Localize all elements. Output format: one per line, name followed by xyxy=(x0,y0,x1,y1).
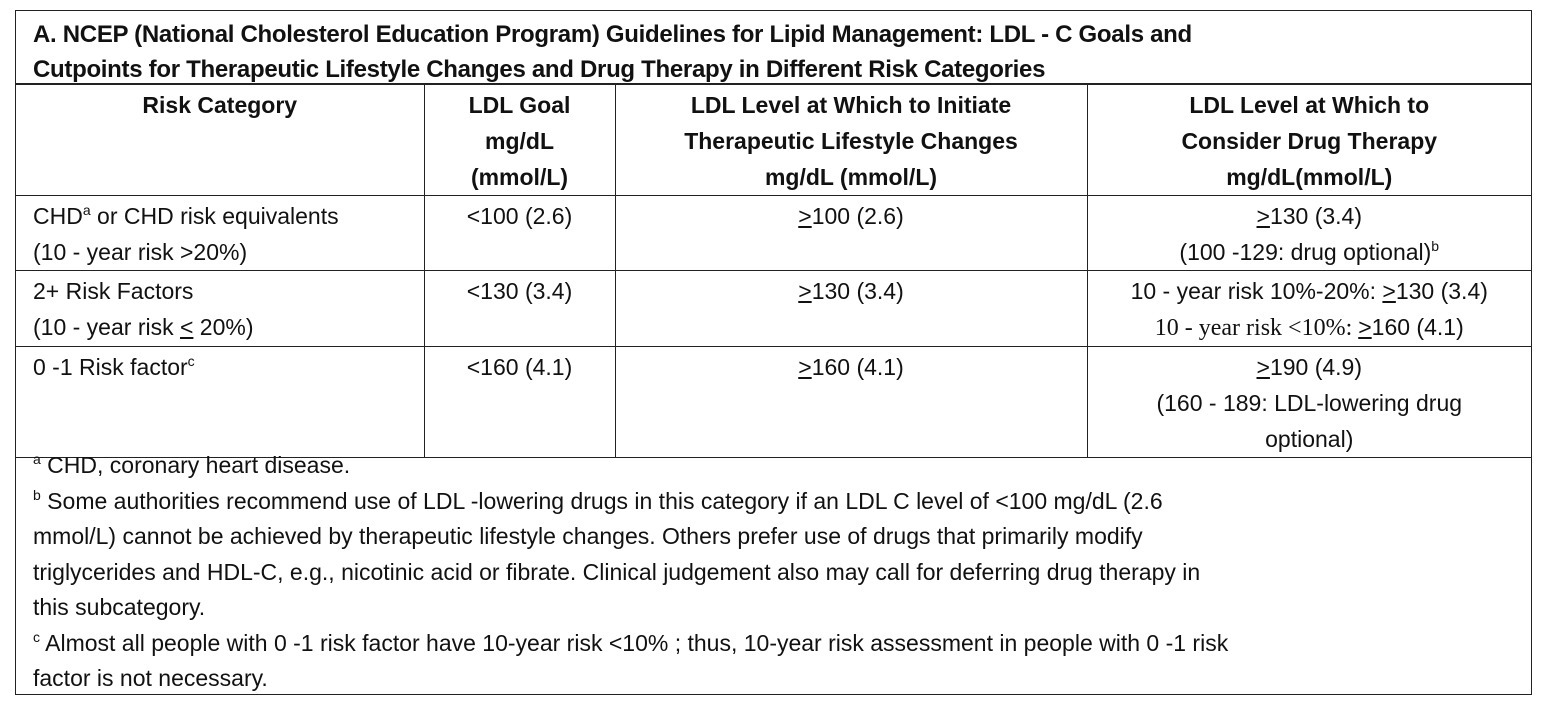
header-row: Risk Category LDL Goal mg/dL (mmol/L) LD… xyxy=(16,84,1531,196)
cell-drug-level: >190 (4.9) (160 - 189: LDL-lowering drug… xyxy=(1086,346,1531,458)
cell-ldl-goal: <130 (3.4) xyxy=(423,270,616,347)
cell-tlc-level: >100 (2.6) xyxy=(614,195,1088,271)
footnotes: a CHD, coronary heart disease. b Some au… xyxy=(16,446,1531,697)
risk-category-table: Risk Category LDL Goal mg/dL (mmol/L) LD… xyxy=(16,84,1531,458)
cell-risk-category: 0 -1 Risk factorc xyxy=(16,346,425,458)
footnote-b-cont: mmol/L) cannot be achieved by therapeuti… xyxy=(33,523,1143,549)
table-row-0-1-risk: 0 -1 Risk factorc <160 (4.1) >160 (4.1) … xyxy=(16,346,1531,458)
footnote-mark-b: b xyxy=(1431,238,1440,254)
header-risk-category: Risk Category xyxy=(16,84,425,196)
footnote-b-cont: triglycerides and HDL-C, e.g., nicotinic… xyxy=(33,558,1201,585)
header-ldl-goal: LDL Goal mg/dL (mmol/L) xyxy=(423,84,616,196)
header-drug-therapy-level: LDL Level at Which to Consider Drug Ther… xyxy=(1086,84,1531,196)
header-tlc-level: LDL Level at Which to Initiate Therapeut… xyxy=(614,84,1088,196)
footnote-a: a CHD, coronary heart disease. xyxy=(33,451,351,478)
footnote-c: c Almost all people with 0 -1 risk facto… xyxy=(33,628,1229,656)
cell-ldl-goal: <160 (4.1) xyxy=(423,346,616,458)
footnote-b-cont: this subcategory. xyxy=(33,594,206,620)
footnote-c-cont: factor is not necessary. xyxy=(33,665,268,691)
title-line-1: A. NCEP (National Cholesterol Education … xyxy=(33,21,1192,48)
table-title: A. NCEP (National Cholesterol Education … xyxy=(16,11,1531,84)
lipid-guidelines-document: A. NCEP (National Cholesterol Education … xyxy=(15,10,1532,695)
cell-tlc-level: >130 (3.4) xyxy=(614,270,1088,347)
cell-risk-category: CHDa or CHD risk equivalents (10 - year … xyxy=(16,195,425,271)
footnote-mark-c: c xyxy=(187,353,195,369)
cell-tlc-level: >160 (4.1) xyxy=(614,346,1088,458)
footnote-mark-a: a xyxy=(82,202,91,218)
cell-drug-level: 10 - year risk 10%-20%: >130 (3.4) 10 - … xyxy=(1086,270,1531,347)
footnote-b: b Some authorities recommend use of LDL … xyxy=(33,486,1163,514)
table-row-2plus-risk: 2+ Risk Factors (10 - year risk < 20%) <… xyxy=(16,270,1531,347)
cell-risk-category: 2+ Risk Factors (10 - year risk < 20%) xyxy=(16,270,425,347)
table-row-chd: CHDa or CHD risk equivalents (10 - year … xyxy=(16,195,1531,271)
cell-drug-level: >130 (3.4) (100 -129: drug optional)b xyxy=(1086,195,1531,271)
title-line-2: Cutpoints for Therapeutic Lifestyle Chan… xyxy=(33,56,1046,83)
cell-ldl-goal: <100 (2.6) xyxy=(423,195,616,271)
